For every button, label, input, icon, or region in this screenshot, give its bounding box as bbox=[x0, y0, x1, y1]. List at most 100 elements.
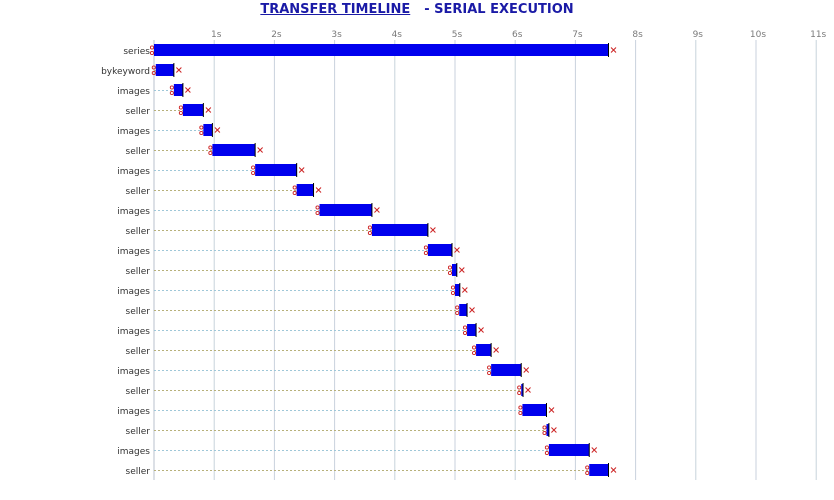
row-label: seller bbox=[126, 187, 151, 197]
transfer-bar bbox=[522, 404, 547, 416]
end-marker bbox=[610, 467, 617, 473]
row-label: images bbox=[117, 287, 150, 297]
transfer-bar bbox=[296, 184, 314, 196]
start-marker bbox=[455, 310, 460, 316]
row-label: seller bbox=[126, 147, 151, 157]
start-marker bbox=[542, 425, 547, 430]
end-marker bbox=[610, 47, 617, 53]
start-marker bbox=[542, 430, 547, 436]
start-marker bbox=[462, 330, 468, 336]
transfer-bar bbox=[255, 164, 297, 176]
start-marker bbox=[251, 165, 256, 170]
start-marker bbox=[450, 285, 456, 290]
transfer-bar bbox=[427, 244, 452, 256]
start-marker bbox=[585, 465, 590, 470]
row-label: images bbox=[117, 367, 150, 377]
start-marker bbox=[199, 125, 204, 130]
start-marker bbox=[518, 410, 523, 416]
start-marker bbox=[178, 105, 183, 110]
x-tick-label: 2s bbox=[271, 30, 282, 40]
end-marker bbox=[298, 167, 305, 173]
transfer-bar bbox=[182, 104, 204, 116]
start-marker bbox=[292, 190, 297, 196]
transfer-bar bbox=[173, 84, 183, 96]
start-marker bbox=[199, 130, 204, 136]
row-label: seller bbox=[126, 267, 151, 277]
row-label: seller bbox=[126, 227, 151, 237]
transfer-bar bbox=[455, 284, 460, 296]
row-label: series bbox=[123, 47, 150, 57]
chart-title[interactable]: TRANSFER TIMELINE bbox=[260, 2, 411, 17]
x-tick-label: 10s bbox=[750, 30, 766, 40]
transfer-bar bbox=[467, 324, 477, 336]
start-marker bbox=[149, 45, 155, 50]
x-tick-label: 7s bbox=[572, 30, 583, 40]
start-marker bbox=[367, 225, 372, 230]
end-marker bbox=[315, 187, 322, 193]
transfer-bar bbox=[203, 124, 213, 136]
row-label: images bbox=[117, 127, 150, 137]
start-marker bbox=[447, 270, 453, 276]
start-marker bbox=[251, 170, 256, 176]
start-marker bbox=[208, 145, 213, 150]
x-tick-label: 9s bbox=[693, 30, 704, 40]
x-tick-label: 3s bbox=[331, 30, 342, 40]
row-label: images bbox=[117, 167, 150, 177]
start-marker bbox=[472, 345, 477, 350]
row-label: images bbox=[117, 447, 150, 457]
transfer-bar bbox=[319, 204, 372, 216]
start-marker bbox=[423, 250, 428, 256]
end-marker bbox=[205, 107, 212, 113]
chart-title-row: TRANSFER TIMELINE - SERIAL EXECUTION bbox=[0, 2, 834, 20]
transfer-bar bbox=[155, 64, 174, 76]
start-marker bbox=[517, 385, 522, 390]
start-marker bbox=[315, 210, 320, 216]
end-marker bbox=[430, 227, 436, 233]
start-marker bbox=[455, 305, 460, 310]
transfer-bar bbox=[459, 304, 468, 316]
transfer-bar bbox=[548, 444, 590, 456]
row-label: images bbox=[117, 407, 150, 417]
x-tick-label: 11s bbox=[810, 30, 826, 40]
start-marker bbox=[169, 90, 174, 96]
end-marker bbox=[591, 447, 598, 453]
transfer-bar bbox=[589, 464, 609, 476]
start-marker bbox=[487, 365, 492, 370]
end-marker bbox=[374, 207, 380, 213]
row-label: images bbox=[117, 327, 150, 337]
end-marker bbox=[493, 347, 499, 353]
transfer-bar bbox=[212, 144, 256, 156]
end-marker bbox=[214, 127, 221, 133]
start-marker bbox=[544, 450, 549, 456]
transfer-bar bbox=[491, 364, 522, 376]
start-marker bbox=[585, 470, 590, 476]
start-marker bbox=[292, 185, 297, 190]
row-label: images bbox=[117, 247, 150, 257]
start-marker bbox=[208, 150, 213, 156]
start-marker bbox=[151, 65, 156, 70]
start-marker bbox=[151, 70, 156, 76]
row-label: seller bbox=[126, 427, 151, 437]
start-marker bbox=[149, 50, 155, 56]
end-marker bbox=[185, 87, 191, 93]
row-label: images bbox=[117, 207, 150, 217]
row-label: seller bbox=[126, 347, 151, 357]
transfer-bar bbox=[521, 384, 524, 396]
x-tick-label: 1s bbox=[211, 30, 222, 40]
row-label: seller bbox=[126, 467, 151, 477]
start-marker bbox=[487, 370, 492, 376]
start-marker bbox=[517, 390, 522, 396]
start-marker bbox=[518, 405, 523, 410]
start-marker bbox=[169, 85, 174, 90]
start-marker bbox=[367, 230, 372, 236]
transfer-bar bbox=[546, 424, 549, 436]
row-label: seller bbox=[126, 387, 151, 397]
row-label: bykeyword bbox=[101, 67, 150, 77]
end-marker bbox=[478, 327, 484, 333]
end-marker bbox=[454, 247, 460, 253]
end-marker bbox=[176, 67, 182, 73]
start-marker bbox=[423, 245, 428, 250]
end-marker bbox=[461, 287, 468, 293]
